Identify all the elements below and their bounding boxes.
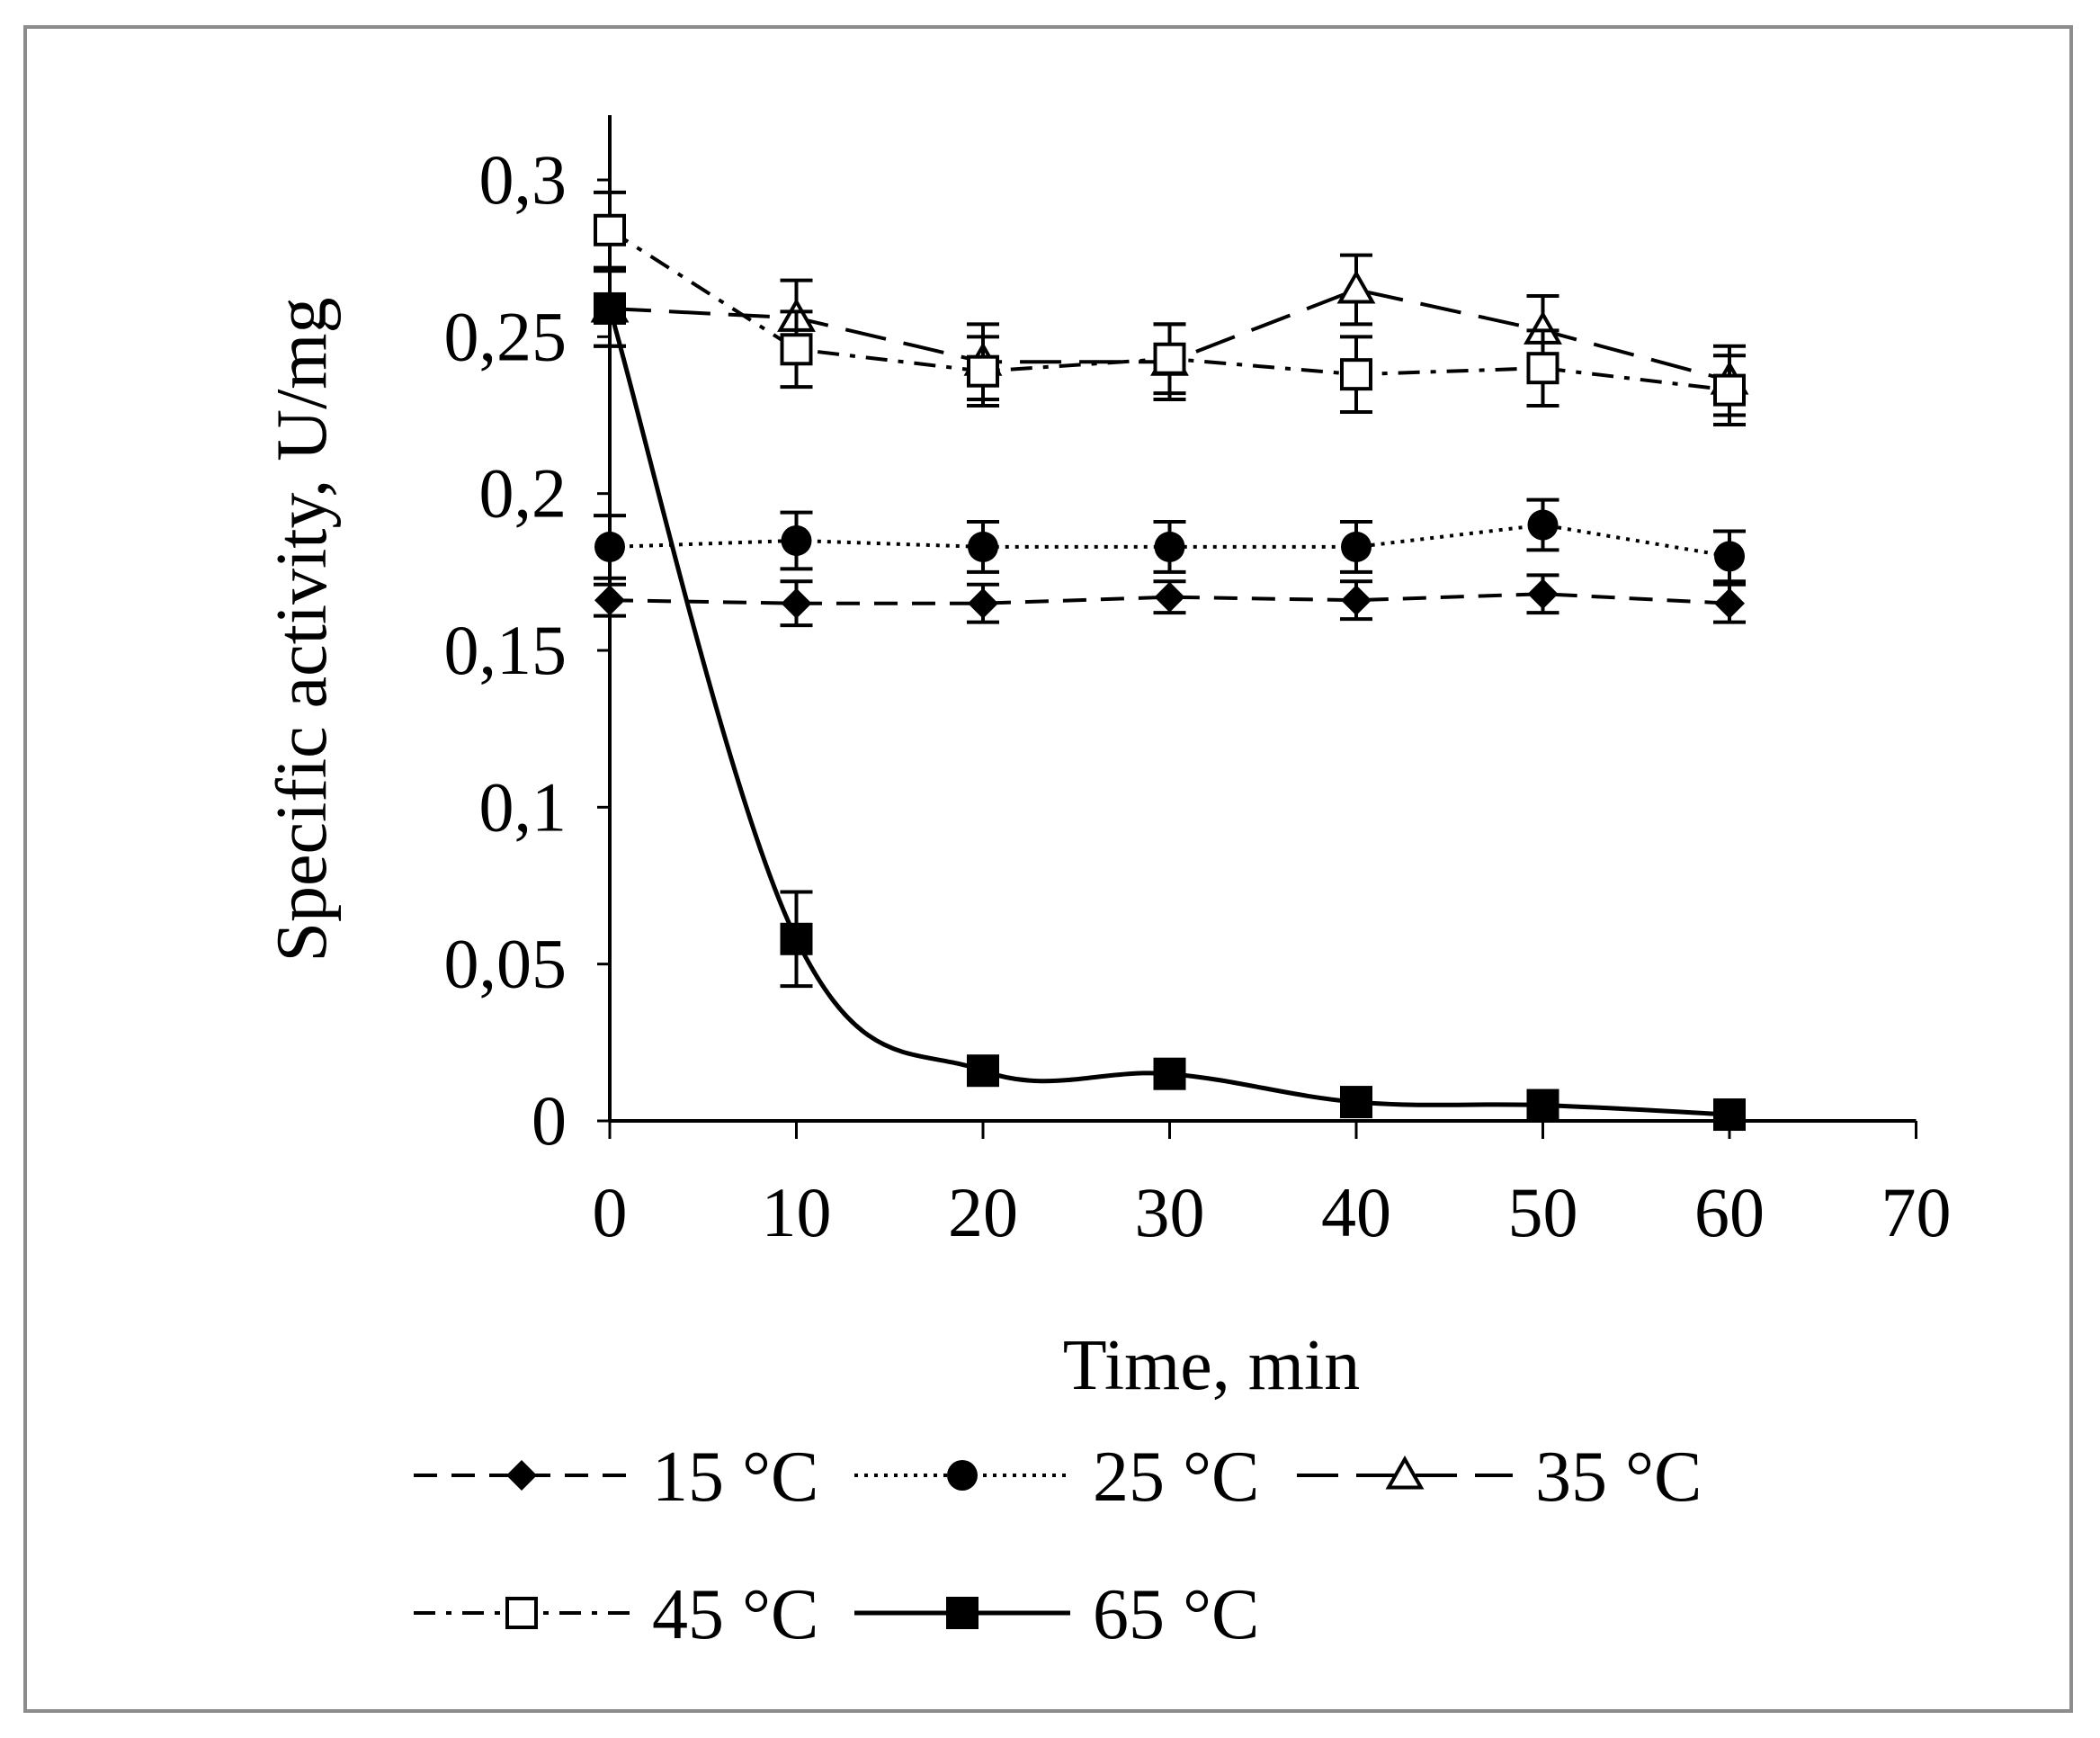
square-open-marker	[1340, 358, 1372, 391]
series-25c	[594, 497, 1746, 584]
x-tick-label: 20	[948, 1173, 1018, 1251]
y-tick-label: 0,05	[444, 925, 567, 1003]
series-layer	[590, 190, 1749, 1132]
square-open-marker	[505, 1597, 538, 1629]
series-15c	[594, 573, 1746, 628]
x-tick-label: 0	[593, 1173, 628, 1251]
square-marker	[967, 1054, 999, 1088]
square-marker	[946, 1597, 979, 1629]
axes: 0 0,05 0,1 0,15 0,2 0,25 0,3 0 10 20 30 40 50 60 70	[444, 115, 1952, 1251]
triangle-marker	[1385, 1455, 1425, 1490]
circle-marker	[1527, 509, 1559, 541]
circle-marker	[781, 524, 812, 556]
legend-item: 15 °C	[414, 1438, 818, 1517]
legend-label: 45 °C	[652, 1575, 818, 1654]
diamond-marker	[1714, 587, 1745, 619]
square-open-marker	[594, 213, 626, 246]
legend-item: 35 °C	[1297, 1438, 1702, 1517]
x-axis-title: Time, min	[1063, 1326, 1360, 1405]
y-tick-label: 0,1	[479, 767, 567, 846]
circle-marker	[1154, 531, 1185, 562]
diamond-marker	[594, 585, 625, 616]
y-axis-title: Specific activity, U/mg	[263, 297, 342, 962]
square-open-marker	[967, 354, 999, 388]
circle-marker	[968, 531, 998, 562]
y-tick-label: 0,25	[444, 297, 567, 375]
legend-item: 45 °C	[414, 1575, 818, 1654]
x-tick-label: 40	[1321, 1173, 1391, 1251]
x-tick-label: 60	[1694, 1173, 1765, 1251]
square-marker	[780, 922, 813, 955]
diamond-marker	[968, 587, 998, 619]
x-tick-label: 70	[1881, 1173, 1952, 1251]
legend-item: 65 °C	[854, 1575, 1259, 1654]
square-marker	[1153, 1057, 1186, 1090]
x-tick-label: 10	[762, 1173, 832, 1251]
series-45c	[594, 190, 1746, 426]
series-line	[607, 308, 1730, 1117]
y-tick-label: 0	[532, 1081, 567, 1160]
legend-label: 35 °C	[1535, 1438, 1702, 1517]
legend: 15 °C 25 °C 35 °C 45 °C 65 °C	[414, 1438, 1702, 1654]
triangle-marker	[1336, 269, 1376, 304]
circle-marker	[1714, 541, 1745, 572]
square-open-marker	[1153, 342, 1186, 375]
square-open-marker	[780, 333, 813, 366]
legend-label: 65 °C	[1093, 1575, 1259, 1654]
square-marker	[1340, 1086, 1372, 1119]
legend-item: 25 °C	[854, 1438, 1259, 1517]
square-marker	[594, 291, 626, 325]
diamond-marker	[781, 587, 812, 619]
y-tick-label: 0,2	[479, 454, 567, 533]
chart-frame	[23, 25, 2073, 1713]
y-tick-label: 0,15	[444, 611, 567, 689]
square-open-marker	[1713, 373, 1746, 407]
series-65c	[594, 269, 1746, 1132]
circle-marker	[594, 531, 625, 562]
y-tick-label: 0,3	[479, 140, 567, 219]
x-tick-label: 50	[1508, 1173, 1578, 1251]
circle-marker	[947, 1460, 978, 1491]
diamond-marker	[1527, 578, 1559, 610]
legend-label: 15 °C	[652, 1438, 818, 1517]
legend-label: 25 °C	[1093, 1438, 1259, 1517]
square-marker	[1526, 1088, 1559, 1122]
diamond-marker	[1341, 585, 1372, 616]
square-open-marker	[1526, 352, 1559, 385]
x-tick-label: 30	[1135, 1173, 1205, 1251]
diamond-marker	[1154, 581, 1185, 613]
circle-marker	[1341, 531, 1372, 562]
square-marker	[1713, 1098, 1746, 1132]
diamond-marker	[506, 1460, 537, 1491]
